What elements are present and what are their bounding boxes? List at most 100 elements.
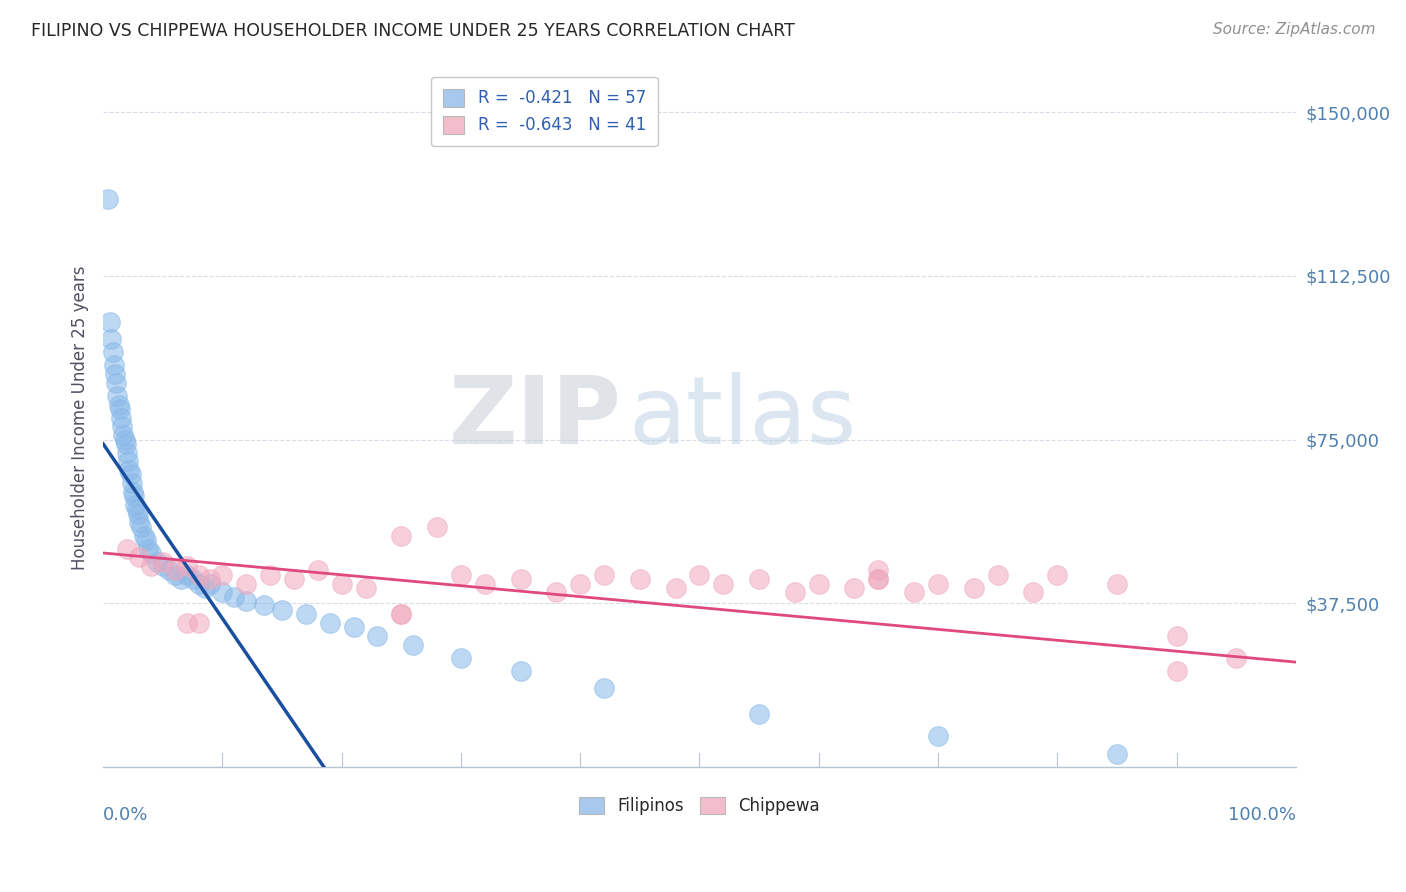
Point [342, 620, 364, 634]
Point [450, 567, 472, 582]
Point [120, 467, 142, 482]
Point [748, 572, 770, 586]
Point [125, 502, 148, 516]
Point [844, 581, 866, 595]
Point [122, 489, 145, 503]
Point [200, 572, 222, 586]
Point [128, 550, 150, 565]
Point [1166, 629, 1188, 643]
Point [176, 567, 198, 582]
Text: 100.0%: 100.0% [1227, 806, 1296, 824]
Point [1105, 747, 1128, 761]
Point [108, 401, 131, 416]
Y-axis label: Householder Income Under 25 years: Householder Income Under 25 years [72, 266, 89, 570]
Point [132, 528, 155, 542]
Point [474, 576, 496, 591]
Point [593, 681, 616, 696]
Point [100, 332, 122, 346]
Point [129, 520, 152, 534]
Legend: Filipinos, Chippewa: Filipinos, Chippewa [572, 789, 827, 822]
Point [402, 638, 425, 652]
Point [711, 576, 734, 591]
Point [987, 567, 1010, 582]
Point [366, 629, 388, 643]
Point [157, 564, 180, 578]
Text: 0.0%: 0.0% [103, 806, 149, 824]
Point [783, 585, 806, 599]
Point [135, 533, 157, 547]
Text: Source: ZipAtlas.com: Source: ZipAtlas.com [1212, 22, 1375, 37]
Point [450, 650, 472, 665]
Point [146, 555, 169, 569]
Point [927, 576, 949, 591]
Point [114, 433, 136, 447]
Point [112, 428, 135, 442]
Point [593, 567, 616, 582]
Point [139, 559, 162, 574]
Point [330, 576, 353, 591]
Point [117, 454, 139, 468]
Point [569, 576, 592, 591]
Point [868, 572, 890, 586]
Point [187, 576, 209, 591]
Point [176, 559, 198, 574]
Point [187, 615, 209, 630]
Point [628, 572, 651, 586]
Point [176, 615, 198, 630]
Point [271, 603, 294, 617]
Point [546, 585, 568, 599]
Point [1022, 585, 1045, 599]
Point [295, 607, 318, 621]
Point [138, 541, 160, 556]
Point [111, 419, 134, 434]
Point [868, 564, 890, 578]
Point [118, 463, 141, 477]
Point [963, 581, 986, 595]
Point [748, 707, 770, 722]
Point [152, 559, 174, 574]
Point [110, 410, 132, 425]
Point [193, 581, 215, 595]
Point [253, 599, 276, 613]
Point [200, 576, 222, 591]
Point [169, 572, 191, 586]
Point [389, 528, 412, 542]
Point [307, 564, 329, 578]
Point [259, 567, 281, 582]
Point [105, 376, 128, 390]
Point [152, 555, 174, 569]
Point [115, 541, 138, 556]
Point [927, 729, 949, 743]
Point [354, 581, 377, 595]
Point [104, 367, 127, 381]
Point [389, 607, 412, 621]
Point [114, 437, 136, 451]
Point [903, 585, 925, 599]
Point [107, 389, 129, 403]
Point [107, 398, 129, 412]
Point [103, 359, 125, 373]
Point [389, 607, 412, 621]
Point [509, 572, 531, 586]
Point [181, 572, 204, 586]
Point [211, 585, 233, 599]
Point [1166, 664, 1188, 678]
Point [426, 520, 449, 534]
Point [1105, 576, 1128, 591]
Point [98, 315, 121, 329]
Point [122, 484, 145, 499]
Point [139, 546, 162, 560]
Point [509, 664, 531, 678]
Point [807, 576, 830, 591]
Point [283, 572, 305, 586]
Point [101, 345, 124, 359]
Point [665, 581, 688, 595]
Text: atlas: atlas [628, 372, 856, 464]
Point [163, 567, 186, 582]
Point [187, 567, 209, 582]
Point [121, 476, 143, 491]
Point [868, 572, 890, 586]
Point [224, 590, 246, 604]
Point [97, 193, 120, 207]
Point [163, 564, 186, 578]
